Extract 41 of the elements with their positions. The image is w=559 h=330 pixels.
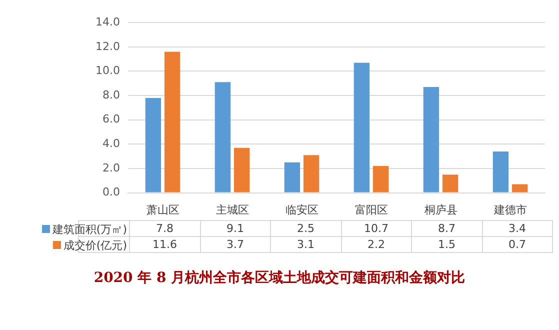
y-tick-label: 14.0 [96,15,120,28]
y-tick-label: 2.0 [102,161,120,174]
y-tick-label: 8.0 [102,88,120,102]
data-label: 10.7 [341,220,412,236]
y-tick-label: 0.0 [102,186,120,199]
data-label: 1.5 [412,236,482,252]
data-label: 11.6 [130,236,200,252]
data-label: 3.7 [200,236,270,252]
data-label: 2.2 [341,236,412,252]
bar [284,162,300,192]
data-label: 8.7 [412,220,482,236]
bar [512,184,528,192]
legend-label: 建筑面积(万㎡) [52,223,127,236]
x-tick-label: 建德市 [492,203,527,216]
bar [303,155,320,192]
data-label: 3.4 [482,220,552,236]
bar [442,174,458,192]
bar [354,62,370,192]
y-tick-label: 6.0 [102,112,120,126]
x-tick-label: 临安区 [285,203,318,216]
x-tick-label: 萧山区 [146,203,180,216]
x-tick-label: 富阳区 [354,203,388,216]
bar [214,82,231,192]
y-tick-label: 4.0 [102,137,120,150]
data-label: 2.5 [270,220,341,236]
legend-label: 成交价(亿元) [63,239,127,252]
y-tick-label: 10.0 [96,64,120,78]
data-label: 0.7 [482,236,552,252]
bar [145,98,162,192]
x-tick-label: 主城区 [216,203,249,216]
data-label: 7.8 [130,220,200,236]
data-label: 3.1 [270,236,341,252]
text: 2020 年 8 月杭州全市各区域土地成交可建面积和金额对比 [92,269,466,287]
bar [234,148,250,192]
data-label: 9.1 [200,220,270,236]
bar [423,87,440,192]
bar [372,166,389,192]
y-tick-label: 12.0 [96,40,120,53]
x-tick-label: 桐庐县 [423,203,458,216]
bar [164,52,180,192]
bar [492,151,509,192]
